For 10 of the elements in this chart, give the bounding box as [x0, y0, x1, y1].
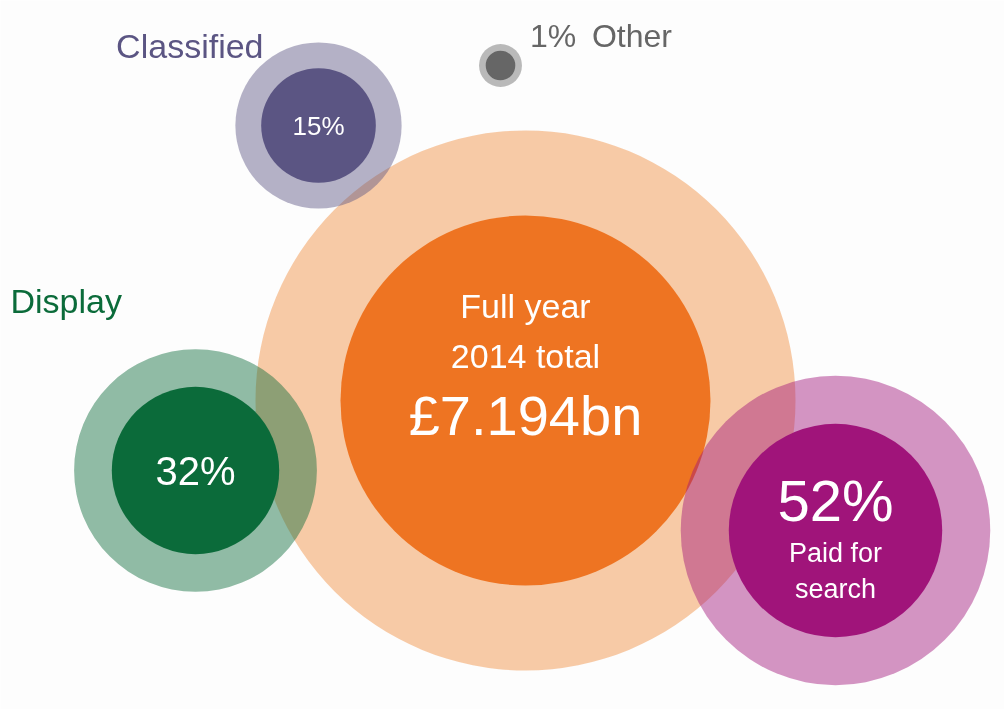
data-label: 52% — [777, 468, 894, 533]
text: Full year 2014 total — [450, 286, 601, 375]
category-label: Other — [591, 17, 673, 54]
data-label: 15% — [292, 110, 345, 141]
data-label: 1% — [529, 17, 577, 54]
category-label: Display — [10, 281, 122, 320]
category-label: Classified — [116, 26, 264, 65]
data-label: 32% — [155, 448, 236, 493]
category-label: Paid for search — [788, 537, 883, 604]
text: £7.194bn — [408, 384, 643, 447]
